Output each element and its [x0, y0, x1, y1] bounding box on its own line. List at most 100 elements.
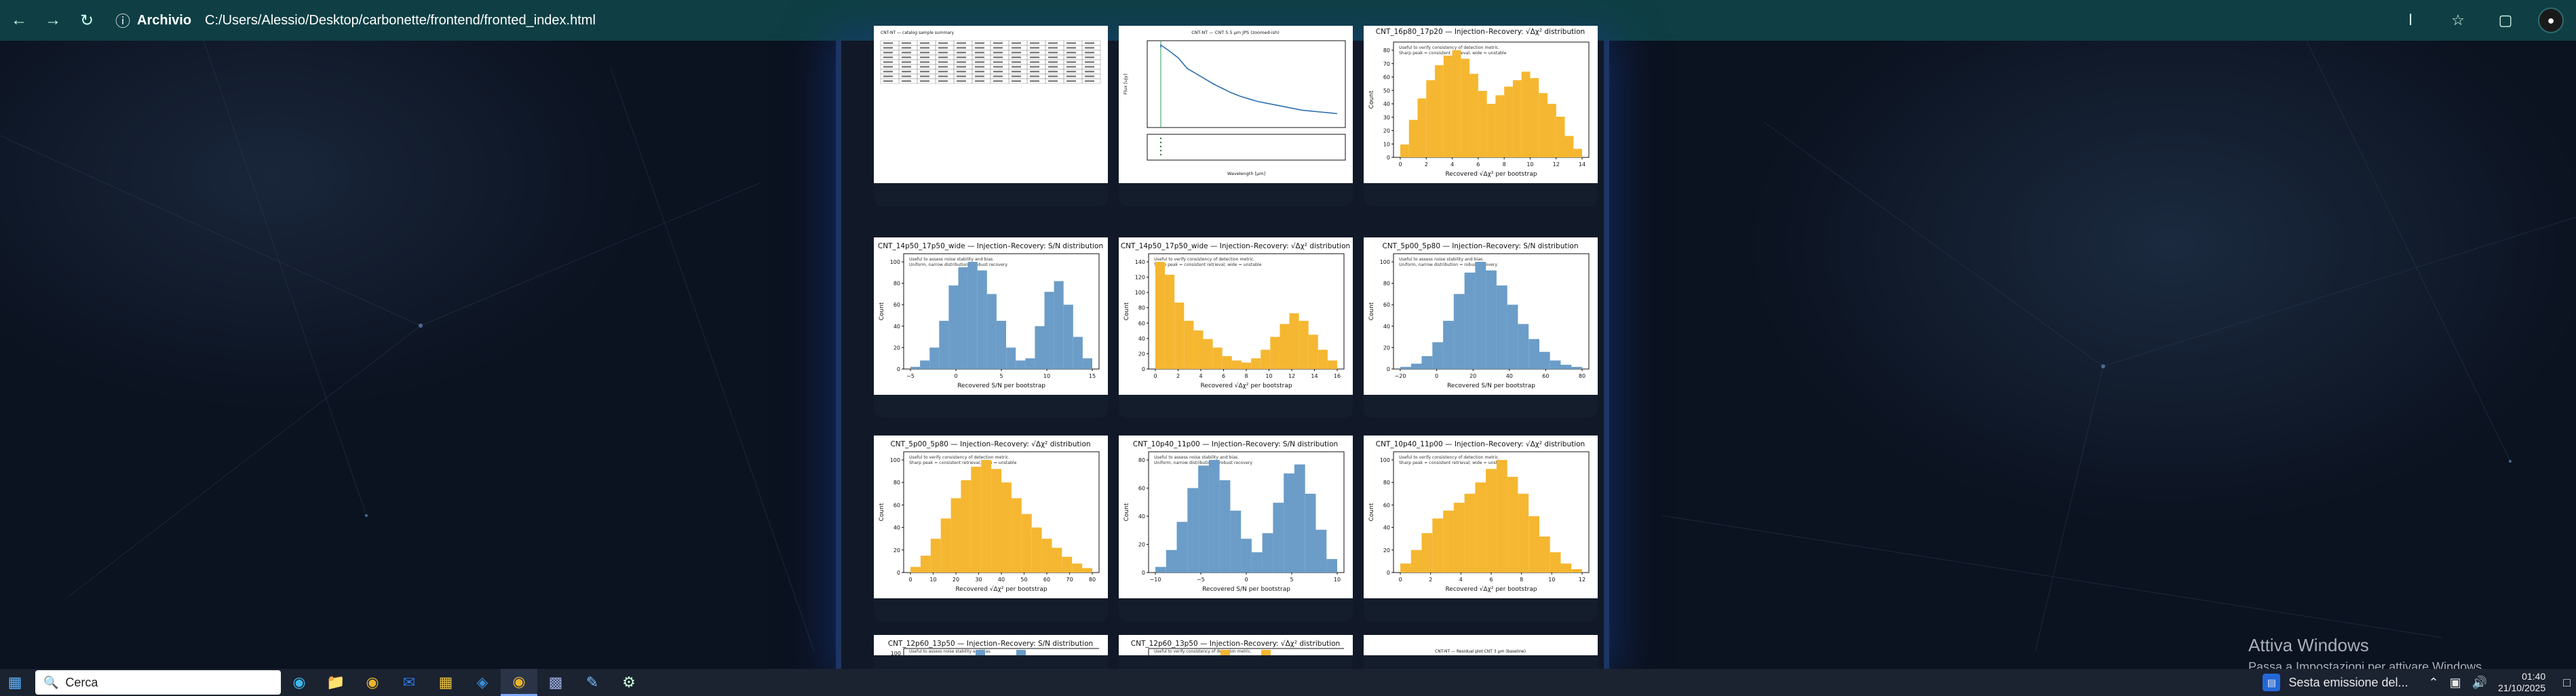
annotation: Uniform, narrow distribution = robust re…: [1399, 263, 1497, 267]
x-tick-label: 5: [999, 373, 1003, 379]
plot-image[interactable]: CNT_12p60_13p50 — Injection–Recovery: √Δ…: [1119, 635, 1353, 655]
network-icon[interactable]: ▣: [2449, 675, 2461, 689]
y-tick-label: 100: [1380, 259, 1390, 265]
histogram-bar: [1421, 356, 1433, 369]
histogram-bar: [1496, 285, 1507, 369]
terminal-icon[interactable]: ▩: [548, 674, 563, 691]
x-tick-label: 0: [1244, 577, 1248, 583]
annotation: Useful to verify consistency of detectio…: [1154, 649, 1252, 654]
plot-image[interactable]: CNT_5p00_5p80 — Injection–Recovery: √Δχ²…: [874, 436, 1108, 598]
y-tick-label: 40: [1138, 514, 1145, 520]
extensions-icon[interactable]: ▢: [2498, 12, 2513, 28]
plot-card[interactable]: CNT_5p00_5p80 — Injection–Recovery: √Δχ²…: [874, 436, 1108, 621]
histogram-bar: [1327, 360, 1337, 369]
x-tick-label: 10: [929, 577, 936, 583]
y-tick-label: 0: [1387, 155, 1390, 161]
plot-card[interactable]: CNT-NT — catalog sample summary: [874, 26, 1108, 206]
volume-icon[interactable]: 🔊: [2472, 675, 2488, 689]
x-tick-label: −20: [1395, 373, 1406, 379]
taskbar-search[interactable]: 🔍 Cerca: [35, 670, 281, 695]
start-icon[interactable]: ▦: [7, 674, 22, 691]
outlook-icon[interactable]: ✉: [402, 674, 416, 691]
site-chip[interactable]: Archivio: [137, 12, 192, 28]
chrome-icon[interactable]: ◉: [366, 674, 379, 691]
chart-svg: CNT_14p50_17p50_wide — Injection–Recover…: [878, 242, 1103, 389]
store-icon[interactable]: ▦: [438, 674, 453, 691]
plot-image[interactable]: CNT_10p40_11p00 — Injection–Recovery: √Δ…: [1364, 436, 1598, 598]
histogram-bar: [1400, 563, 1411, 573]
histogram-bar: [950, 498, 961, 573]
histogram-bar: [977, 270, 987, 369]
plot-image[interactable]: CNT-NT — CNT 5.5 μm JPS (zoomed-ish) Wave…: [1119, 26, 1353, 183]
url-text[interactable]: C:/Users/Alessio/Desktop/carbonette/fron…: [205, 12, 596, 28]
reload-icon[interactable]: ↻: [79, 11, 94, 30]
chart-svg: CNT_12p60_13p50 — Injection–Recovery: √Δ…: [1131, 640, 1344, 655]
y-tick-label: 80: [1383, 480, 1390, 486]
search-icon: 🔍: [43, 675, 59, 689]
x-tick-label: 2: [1425, 161, 1428, 168]
notifications-icon[interactable]: □: [2563, 675, 2571, 689]
plot-card[interactable]: CNT_10p40_11p00 — Injection–Recovery: S/…: [1119, 436, 1353, 621]
y-tick-label: 0: [1387, 570, 1390, 576]
histogram-bar: [1176, 522, 1188, 573]
edge-icon[interactable]: ◉: [292, 674, 306, 691]
forward-icon[interactable]: →: [45, 11, 61, 29]
plot-image[interactable]: CNT_10p40_11p00 — Injection–Recovery: S/…: [1119, 436, 1353, 598]
x-tick-label: 8: [1503, 161, 1506, 168]
histogram-bar: [1262, 533, 1273, 573]
histogram-bar: [1408, 119, 1418, 157]
address-bar[interactable]: ⓘ Archivio C:/Users/Alessio/Desktop/carb…: [115, 5, 596, 35]
x-tick-label: 8: [1520, 577, 1523, 583]
notepad-icon[interactable]: ✎: [585, 674, 599, 691]
histogram-bar: [910, 566, 921, 573]
y-axis-label: Count: [879, 503, 885, 521]
histogram-bar: [1193, 330, 1204, 369]
chevron-up-icon[interactable]: ⌃: [2428, 675, 2439, 689]
histogram-bar: [1280, 324, 1290, 369]
file-explorer-icon[interactable]: 📁: [326, 674, 345, 691]
translate-icon[interactable]: ا: [2408, 12, 2413, 28]
x-tick-label: 14: [1579, 161, 1585, 168]
plot-image[interactable]: CNT_5p00_5p80 — Injection–Recovery: S/N …: [1364, 237, 1598, 395]
python-icon[interactable]: ◈: [476, 674, 488, 691]
plot-card[interactable]: CNT_16p80_17p20 — Injection–Recovery: √Δ…: [1364, 26, 1598, 206]
plot-image[interactable]: CNT-NT — catalog sample summary: [874, 26, 1108, 183]
news-widget[interactable]: ▤ Sesta emissione del...: [2263, 674, 2408, 691]
x-tick-label: 0: [1153, 373, 1157, 379]
plot-image[interactable]: CNT_14p50_17p50_wide — Injection–Recover…: [874, 237, 1108, 395]
back-icon[interactable]: ←: [11, 11, 27, 29]
chrome-active-icon[interactable]: ◉: [501, 669, 537, 696]
clock[interactable]: 01:40 21/10/2025: [2498, 671, 2545, 694]
y-tick-label: 40: [1383, 101, 1390, 107]
histogram-bar: [958, 267, 968, 369]
histogram-bar: [1469, 73, 1478, 157]
histogram-bar: [1486, 469, 1497, 573]
x-axis-label: Recovered S/N per bootstrap: [1447, 383, 1535, 389]
x-tick-label: 10: [1334, 577, 1341, 583]
plot-image[interactable]: CNT_12p60_13p50 — Injection–Recovery: S/…: [874, 635, 1108, 655]
plot-card[interactable]: CNT-NT — CNT 5.5 μm JPS (zoomed-ish) Wave…: [1119, 26, 1353, 206]
plot-image[interactable]: CNT-NT — Residual plot CNT 3 μm (baselin…: [1364, 635, 1598, 655]
histogram-bar: [1486, 104, 1496, 157]
settings-icon[interactable]: ⚙: [622, 674, 636, 691]
y-tick-label: 40: [893, 525, 900, 531]
x-tick-label: 0: [1435, 373, 1438, 379]
histogram-bar: [1174, 303, 1185, 369]
x-tick-label: 40: [998, 577, 1005, 583]
plot-card[interactable]: CNT_14p50_17p50_wide — Injection–Recover…: [1119, 237, 1353, 418]
annotation: Useful to verify consistency of detectio…: [1154, 257, 1254, 262]
info-icon[interactable]: ⓘ: [115, 13, 131, 30]
histogram-bar: [1539, 536, 1550, 573]
histogram-bar: [929, 347, 940, 369]
plot-image[interactable]: CNT_14p50_17p50_wide — Injection–Recover…: [1119, 237, 1353, 395]
histogram-bar: [1453, 503, 1465, 573]
histogram-bar: [1478, 91, 1487, 157]
plot-image[interactable]: CNT_16p80_17p20 — Injection–Recovery: √Δ…: [1364, 26, 1598, 183]
star-icon[interactable]: ☆: [2451, 12, 2465, 28]
x-tick-label: 15: [1089, 373, 1096, 379]
profile-avatar[interactable]: ●: [2538, 7, 2564, 33]
plot-card[interactable]: CNT_14p50_17p50_wide — Injection–Recover…: [874, 237, 1108, 418]
plot-card[interactable]: CNT_10p40_11p00 — Injection–Recovery: √Δ…: [1364, 436, 1598, 621]
y-tick-label: 20: [893, 547, 900, 554]
plot-card[interactable]: CNT_5p00_5p80 — Injection–Recovery: S/N …: [1364, 237, 1598, 418]
